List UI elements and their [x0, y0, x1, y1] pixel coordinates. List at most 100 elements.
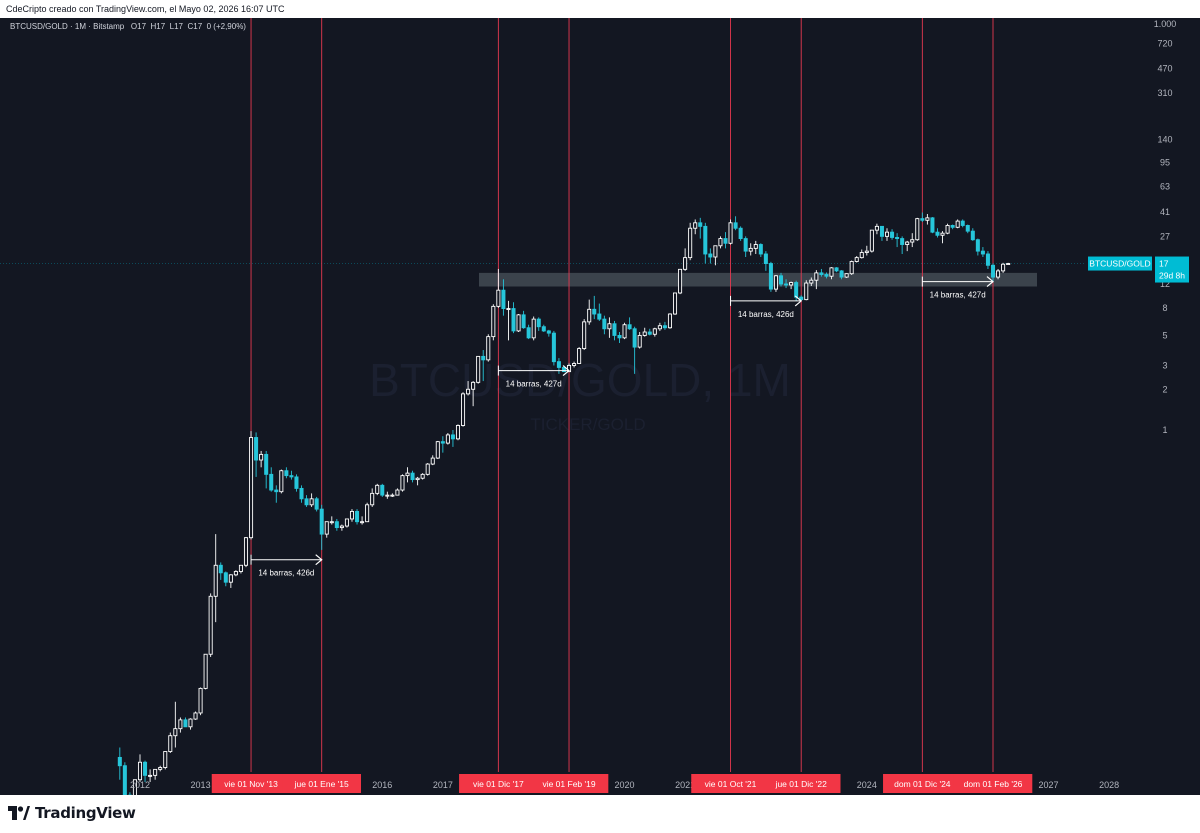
legend-low-label: L [169, 22, 175, 31]
candle [163, 751, 168, 770]
candle [985, 251, 990, 269]
candle [430, 455, 435, 466]
candle-body [218, 564, 223, 574]
candle-body [834, 267, 839, 272]
candle [153, 768, 158, 780]
date-marker-tag [953, 774, 1033, 793]
candle-body [713, 245, 718, 258]
candle-body [213, 564, 218, 597]
candle [380, 483, 385, 497]
date-marker-tag [282, 774, 362, 793]
candle [647, 328, 652, 336]
x-tick-label: 2013 [191, 780, 211, 790]
candle [228, 574, 233, 588]
candle-body [314, 498, 319, 510]
candle-body [794, 282, 799, 298]
candle-body [597, 313, 602, 320]
candle [925, 213, 930, 225]
x-tick-label: 2027 [1039, 780, 1059, 790]
candle [183, 717, 188, 728]
candle-body [1006, 263, 1011, 265]
candle [117, 747, 122, 780]
candle [753, 240, 758, 254]
date-marker-label: dom 01 Feb '26 [964, 779, 1023, 789]
candle [370, 488, 375, 507]
candle-body [274, 489, 279, 493]
measurement-arrowhead [315, 554, 323, 566]
candle-body [400, 475, 405, 491]
date-marker-tag [459, 774, 538, 793]
candle [455, 424, 460, 441]
candle [188, 718, 193, 730]
x-tick-label: 2016 [372, 780, 392, 790]
candle [511, 302, 516, 334]
candle-body [284, 470, 289, 477]
price-tag-symbol-box [1088, 256, 1152, 271]
y-tick-label: 310 [1157, 88, 1172, 98]
candle-body [854, 257, 859, 262]
candle-body [839, 270, 844, 278]
legend-high-label: H [150, 22, 157, 31]
candle-body [309, 498, 314, 506]
candle [223, 571, 228, 587]
candle-body [546, 330, 551, 334]
candle [940, 231, 945, 244]
x-tick-label: 2021 [675, 780, 695, 790]
candle [506, 300, 511, 341]
candle [703, 222, 708, 264]
candle [349, 509, 355, 522]
candle [945, 223, 950, 235]
candle-body [642, 331, 647, 336]
candle [970, 228, 975, 241]
candle-body [602, 318, 607, 330]
candle [375, 483, 380, 496]
candle [365, 502, 370, 523]
date-marker-tag [211, 774, 291, 793]
candle-body [996, 270, 1001, 278]
candle-body [380, 484, 385, 496]
candle [425, 463, 430, 476]
candle-body [743, 238, 748, 252]
chart-area[interactable]: BTCUSD/GOLD, 1M TICKER/GOLD 14 barras, 4… [0, 18, 1200, 795]
candle [243, 536, 249, 568]
candle [829, 267, 834, 280]
candle [203, 653, 208, 690]
candle [834, 267, 839, 273]
measurement: 14 barras, 426d [250, 554, 323, 578]
tradingview-logo[interactable]: TradingView [8, 804, 136, 822]
candle [501, 279, 506, 316]
candle-body [233, 571, 238, 576]
candle [556, 358, 561, 374]
candle [900, 236, 905, 254]
candle [521, 310, 526, 329]
date-marker-tag [761, 774, 841, 793]
candle-body [541, 326, 546, 332]
candle-body [243, 537, 249, 566]
candle [915, 217, 920, 241]
candle-body [491, 305, 496, 338]
candle-body [703, 225, 708, 255]
candle-body [683, 257, 688, 270]
candle-body [551, 332, 556, 363]
candle [249, 431, 254, 540]
candle-body [122, 765, 127, 795]
candle-body [733, 222, 738, 229]
candle [168, 732, 173, 753]
candle-body [294, 476, 299, 489]
measurement-arrowhead [562, 365, 570, 377]
candle [996, 268, 1001, 280]
candle-body [592, 308, 597, 315]
price-chart[interactable]: BTCUSD/GOLD, 1M TICKER/GOLD 14 barras, 4… [0, 18, 1200, 795]
y-tick-label: 1 [1162, 425, 1167, 435]
candle [213, 534, 218, 623]
candle-body [117, 756, 122, 767]
y-tick-label: 720 [1157, 38, 1172, 48]
candle-body [163, 751, 168, 768]
candle-body [430, 457, 435, 465]
candle-body [617, 334, 622, 339]
candle-body [471, 381, 476, 390]
candle [743, 236, 748, 258]
candle [259, 450, 264, 468]
candle-body [511, 308, 516, 332]
candle-body [450, 434, 455, 440]
